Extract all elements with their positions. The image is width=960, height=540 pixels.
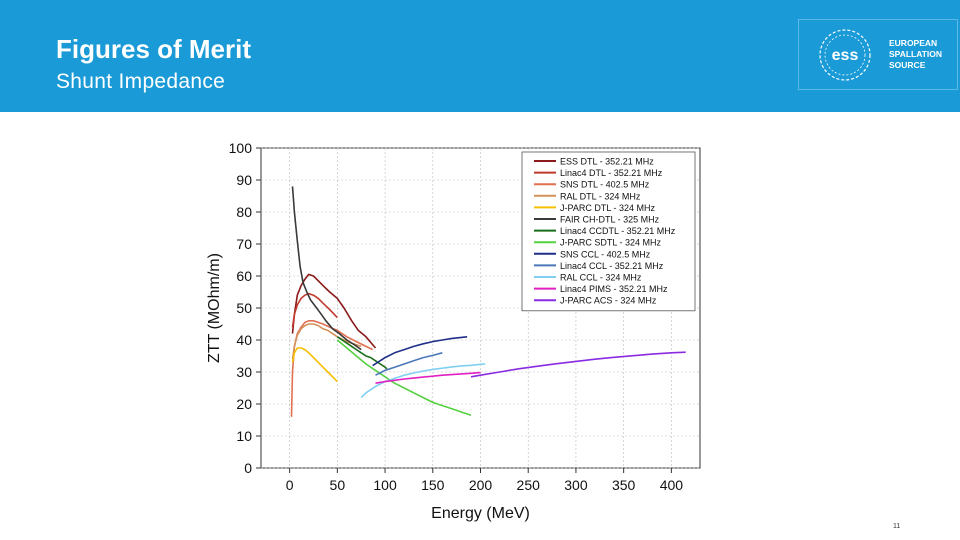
y-tick-label: 60 xyxy=(236,268,252,284)
logo-mark-text: ess xyxy=(832,47,859,64)
ess-logo: ess EUROPEAN SPALLATION SOURCE xyxy=(798,19,958,90)
series-lines xyxy=(290,186,686,417)
series-line-7 xyxy=(336,339,472,416)
legend-entry: SNS CCL - 402.5 MHz xyxy=(560,249,651,259)
legend-entry: J-PARC ACS - 324 MHz xyxy=(560,296,657,306)
series-line-12 xyxy=(470,351,686,378)
series-line-3 xyxy=(291,323,362,360)
ess-logo-mark-icon: ess xyxy=(819,29,871,81)
y-tick-label: 0 xyxy=(244,460,252,476)
series-line-4 xyxy=(291,347,338,383)
page-subtitle: Shunt Impedance xyxy=(56,70,226,93)
legend-entry: J-PARC SDTL - 324 MHz xyxy=(560,238,662,248)
legend-entry: Linac4 CCDTL - 352.21 MHz xyxy=(560,226,676,236)
series-line-11 xyxy=(375,371,481,384)
y-tick-label: 100 xyxy=(229,140,253,156)
legend-entry: Linac4 PIMS - 352.21 MHz xyxy=(560,284,668,294)
y-tick-label: 40 xyxy=(236,332,252,348)
y-tick-label: 30 xyxy=(236,364,252,380)
y-tick-label: 90 xyxy=(236,172,252,188)
x-tick-label: 200 xyxy=(469,477,493,493)
logo-line-2: SPALLATION xyxy=(889,49,943,59)
y-tick-label: 80 xyxy=(236,204,252,220)
legend-entry: RAL DTL - 324 MHz xyxy=(560,191,641,201)
x-tick-label: 250 xyxy=(517,477,541,493)
x-axis-label: Energy (MeV) xyxy=(431,505,530,522)
x-tick-label: 50 xyxy=(330,477,346,493)
series-line-5 xyxy=(291,186,362,351)
series-line-10 xyxy=(360,363,486,399)
series-line-8 xyxy=(372,336,468,367)
x-tick-label: 400 xyxy=(660,477,684,493)
legend-entry: ESS DTL - 352.21 MHz xyxy=(560,157,654,167)
legend-entry: Linac4 DTL - 352.21 MHz xyxy=(560,168,663,178)
logo-line-1: EUROPEAN xyxy=(889,38,938,48)
y-axis: 0 10 20 30 40 50 60 70 80 90 100 xyxy=(229,140,261,476)
legend-entry: Linac4 CCL - 352.21 MHz xyxy=(560,261,664,271)
legend-entry: FAIR CH-DTL - 325 MHz xyxy=(560,215,660,225)
y-tick-label: 50 xyxy=(236,300,252,316)
x-tick-label: 150 xyxy=(421,477,445,493)
series-line-0 xyxy=(291,273,377,349)
legend-entry: RAL CCL - 324 MHz xyxy=(560,273,642,283)
y-tick-label: 10 xyxy=(236,428,252,444)
y-axis-label: ZTT (MOhm/m) xyxy=(206,253,223,363)
x-tick-label: 0 xyxy=(286,477,294,493)
logo-wordmark: EUROPEAN SPALLATION SOURCE xyxy=(889,38,942,71)
legend-entry: SNS DTL - 402.5 MHz xyxy=(560,180,650,190)
x-tick-label: 350 xyxy=(612,477,636,493)
series-line-6 xyxy=(336,336,388,370)
y-tick-label: 70 xyxy=(236,236,252,252)
header-bar: Figures of Merit Shunt Impedance ess EUR… xyxy=(0,0,960,112)
shunt-impedance-chart: 0 50 100 150 200 250 300 350 400 0 10 20 30 40 50 60 70… xyxy=(206,140,701,522)
y-tick-label: 20 xyxy=(236,396,252,412)
slide-number: 11 xyxy=(893,523,901,530)
x-tick-label: 300 xyxy=(564,477,588,493)
legend-entry: J-PARC DTL - 324 MHz xyxy=(560,203,656,213)
page-title: Figures of Merit xyxy=(56,34,252,64)
logo-line-3: SOURCE xyxy=(889,60,926,70)
series-line-1 xyxy=(291,292,338,328)
series-line-9 xyxy=(375,352,443,376)
x-tick-label: 100 xyxy=(373,477,397,493)
x-axis: 0 50 100 150 200 250 300 350 400 xyxy=(286,468,684,493)
